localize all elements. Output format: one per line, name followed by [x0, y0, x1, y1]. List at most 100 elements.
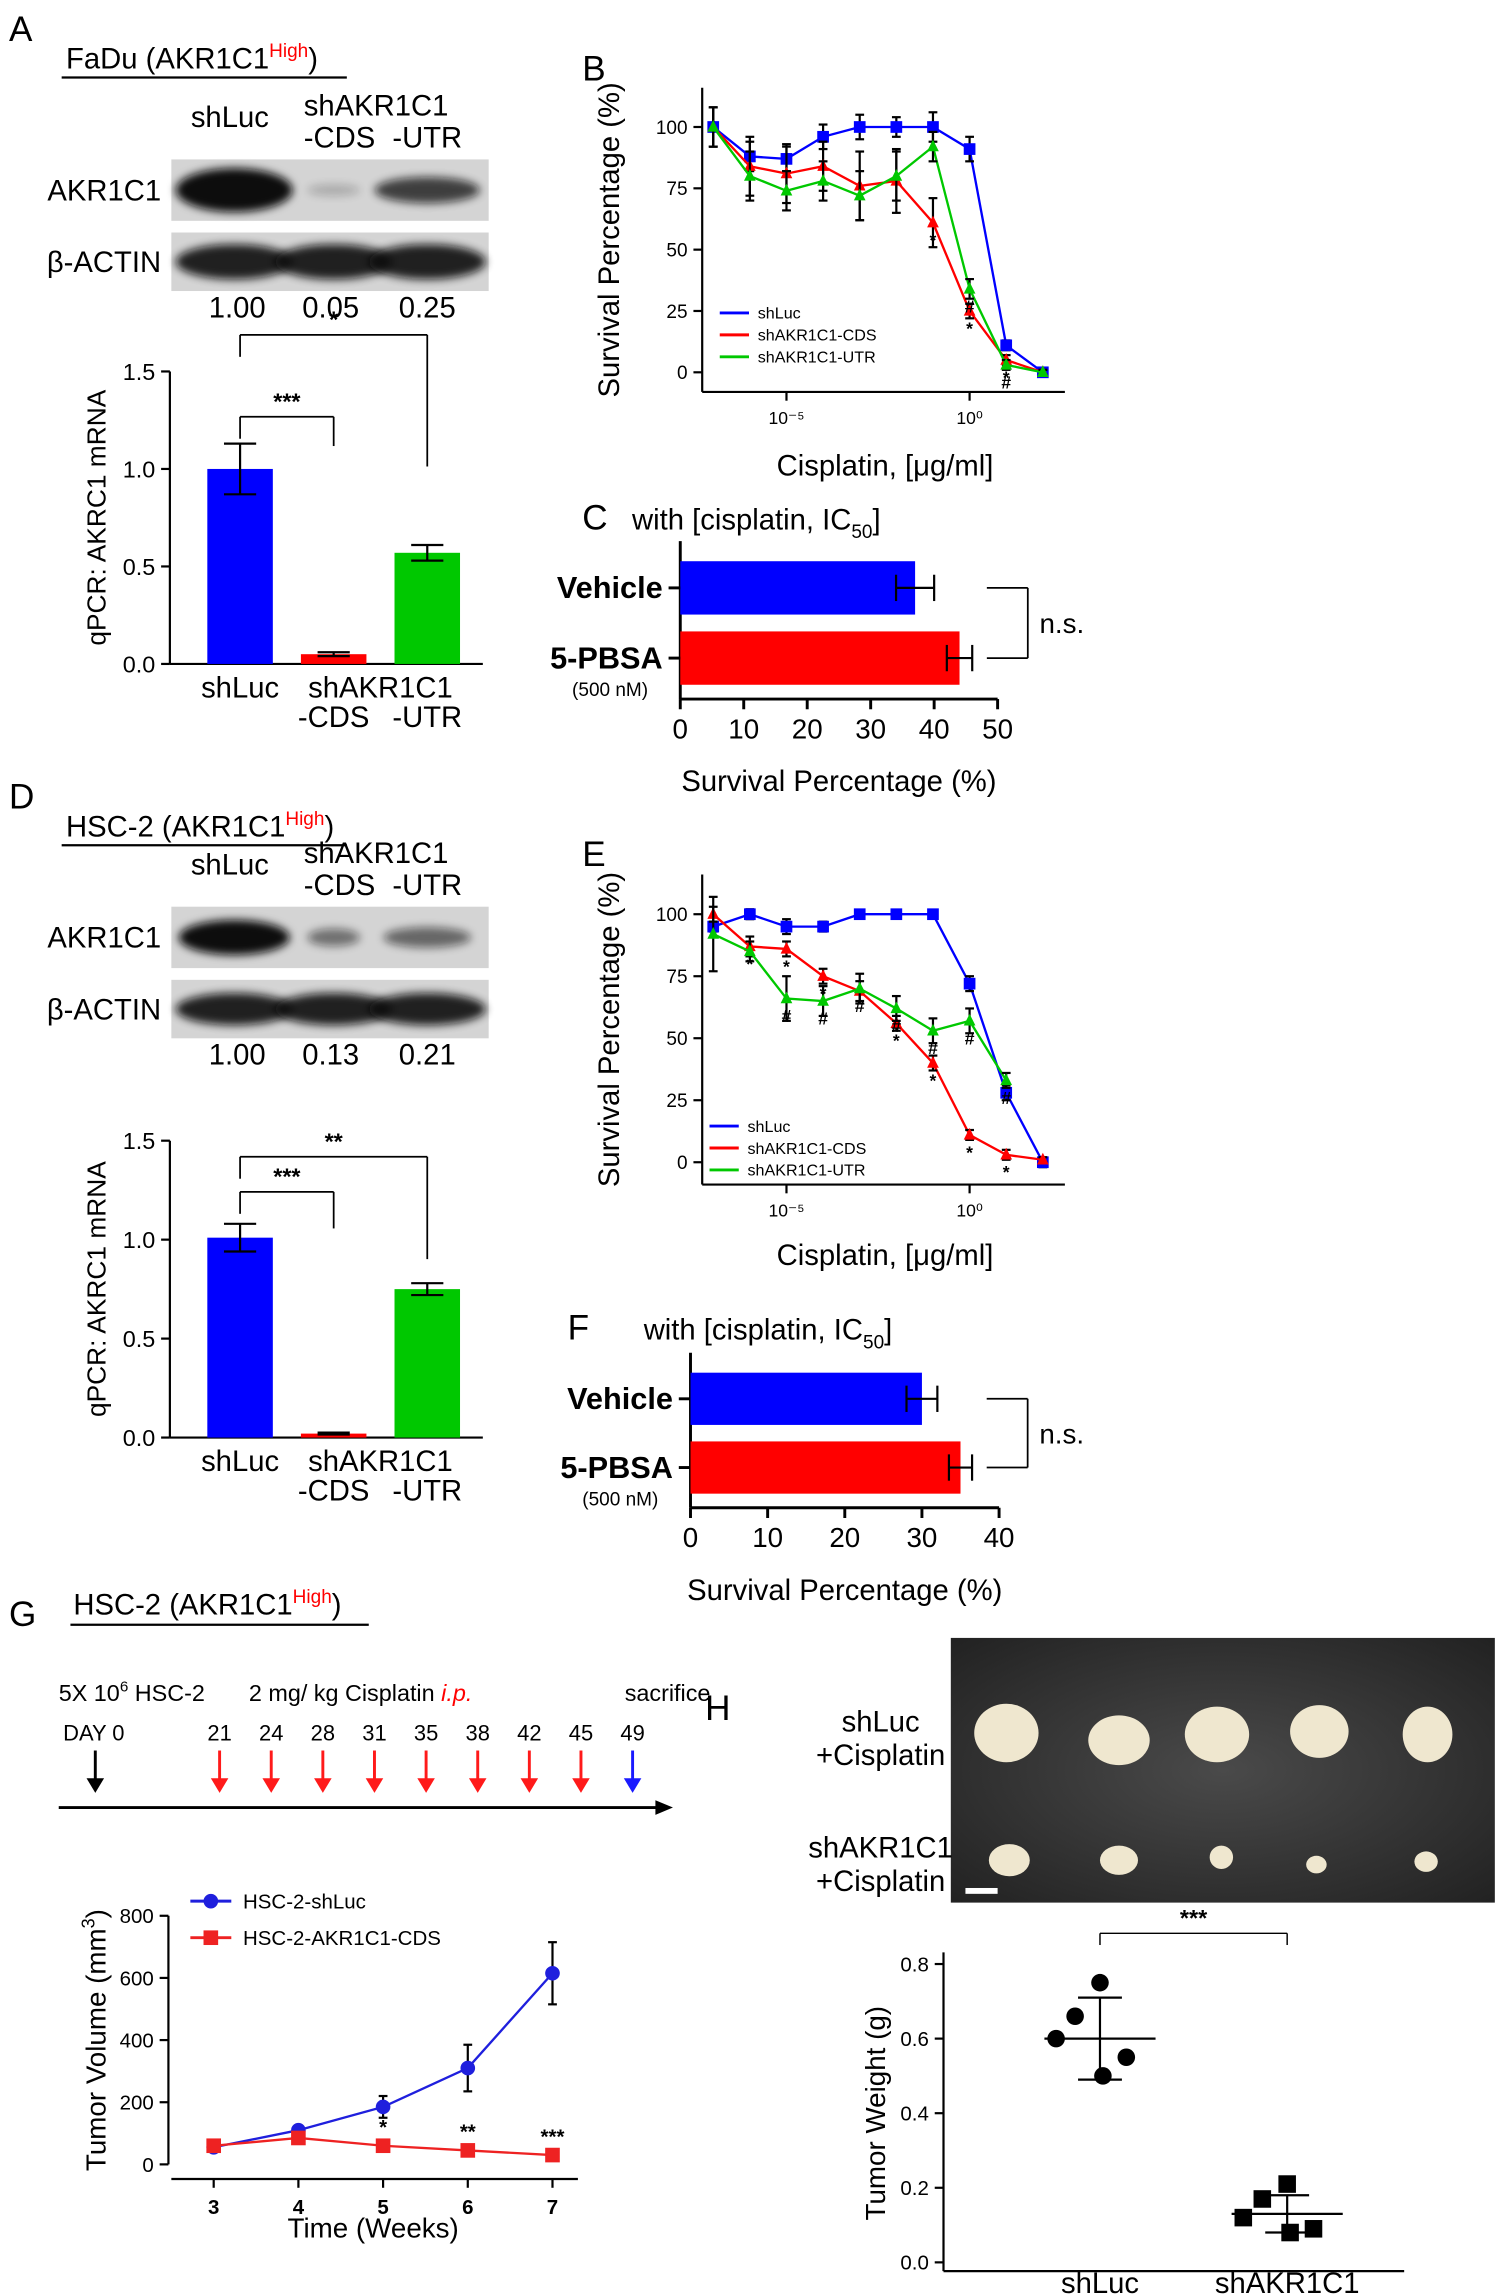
- point: [375, 2099, 391, 2115]
- y-tick-label: 75: [666, 967, 687, 988]
- tumor: [1088, 1715, 1150, 1766]
- point: [927, 1023, 939, 1036]
- significance: ***: [273, 1164, 301, 1190]
- x-tick-label: -CDS: [298, 702, 369, 734]
- bar: [300, 654, 367, 664]
- tumor: [974, 1703, 1039, 1763]
- x-axis-label: Time (Weeks): [288, 2213, 459, 2244]
- panel-heading-part: ): [308, 44, 318, 76]
- x-tick-label: 6: [462, 2196, 473, 2219]
- panel-letter: D: [9, 778, 34, 817]
- quantification: 0.25: [399, 292, 456, 324]
- point: [1000, 1073, 1013, 1086]
- x-tick-label: 5: [377, 2196, 388, 2219]
- tumor: [1306, 1855, 1327, 1874]
- bar: [690, 1372, 922, 1425]
- protein-label: β-ACTIN: [47, 247, 161, 279]
- y-tick-label: 1.0: [123, 456, 156, 482]
- x-tick-label: 10: [728, 714, 759, 745]
- y-axis-label: qPCR: AKRC1 mRNA: [82, 1161, 112, 1417]
- point: [206, 2138, 222, 2154]
- y-tick-label: 100: [656, 905, 688, 926]
- point: [707, 927, 720, 939]
- blot-band: [178, 919, 290, 955]
- y-axis-label: Survival Percentage (%): [594, 82, 626, 397]
- panel-heading: HSC-2 (AKR1C1High): [73, 1587, 341, 1622]
- x-tick-label: shLuc: [201, 673, 279, 705]
- x-tick-label: 10: [752, 1522, 783, 1553]
- annotation: #: [782, 1006, 792, 1026]
- point: [890, 908, 903, 921]
- annotation: *: [379, 2116, 387, 2139]
- day-label: 28: [311, 1720, 335, 1745]
- lane-label: shLuc: [191, 102, 269, 134]
- y-tick-label: 50: [666, 1029, 687, 1050]
- timeline-end: sacrifice: [625, 1680, 711, 1706]
- series-line: [712, 913, 1043, 1161]
- y-tick-label: 1.5: [123, 1128, 156, 1154]
- protein-label: AKR1C1: [47, 923, 161, 955]
- timeline-treatment-part: 2 mg/ kg Cisplatin: [249, 1680, 441, 1706]
- x-tick-label: 10⁻⁵: [768, 408, 804, 428]
- y-tick-label: 0.8: [900, 1953, 928, 1976]
- x-tick-label: 3: [208, 2196, 219, 2219]
- lane-label: shAKR1C1: [304, 838, 449, 870]
- y-tick-label: 0.0: [900, 2252, 928, 2275]
- blot-band: [275, 992, 393, 1026]
- timeline-cells-part: 6: [120, 1678, 128, 1695]
- point: [460, 2060, 476, 2076]
- panel-letter: F: [568, 1309, 589, 1348]
- group-label: shAKR1C1: [808, 1832, 953, 1864]
- point: [1091, 1973, 1109, 1992]
- tumor: [1290, 1705, 1349, 1758]
- legend-label: shAKR1C1-CDS: [748, 1140, 867, 1158]
- y-tick-label: 25: [666, 302, 687, 323]
- scale-bar: [965, 1887, 998, 1894]
- quantification: 0.21: [399, 1040, 456, 1072]
- panel-heading-part: ): [332, 1590, 342, 1622]
- timeline-cells-part: HSC-2: [128, 1680, 205, 1706]
- day-label: 35: [414, 1720, 438, 1745]
- annotation: #: [818, 1008, 828, 1028]
- group-label: +Cisplatin: [816, 1866, 945, 1898]
- y-tick-label: 1.5: [123, 359, 156, 385]
- blot-band: [307, 184, 360, 196]
- y-tick-label: 0.6: [900, 2028, 928, 2051]
- arrow-head: [572, 1778, 590, 1793]
- series-line: [712, 126, 1044, 374]
- day-label: 42: [517, 1720, 541, 1745]
- group-label: +Cisplatin: [816, 1740, 945, 1772]
- point: [1000, 339, 1013, 352]
- chart-title: with [cisplatin, IC50]: [631, 504, 881, 543]
- annotation: *: [966, 318, 973, 338]
- bar: [394, 552, 461, 664]
- arrow-head: [417, 1778, 435, 1793]
- y-axis-label: qPCR: AKRC1 mRNA: [82, 389, 112, 645]
- bar: [680, 631, 960, 685]
- arrow-head: [520, 1778, 539, 1793]
- y-tick-label: 0: [677, 363, 688, 384]
- annotation: *: [746, 954, 753, 974]
- category-group: shAKR1C1: [308, 1446, 453, 1478]
- panel-letter: B: [582, 49, 605, 88]
- tumor: [1209, 1845, 1234, 1869]
- point: [1000, 1086, 1013, 1099]
- point: [963, 1127, 976, 1140]
- y-tick-label: 1.0: [123, 1227, 156, 1253]
- x-tick-label: 30: [906, 1522, 937, 1553]
- point: [927, 1056, 939, 1068]
- quantification: 0.05: [302, 292, 359, 324]
- category-note: (500 nM): [572, 680, 648, 701]
- day-label: 45: [569, 1720, 593, 1745]
- day-label: 24: [259, 1720, 283, 1745]
- panel-heading-part: FaDu (AKR1C1: [66, 44, 269, 76]
- legend-label: shLuc: [758, 305, 801, 323]
- panel-letter: C: [582, 498, 607, 537]
- point: [1253, 2190, 1272, 2208]
- y-tick-label: 0.0: [123, 651, 156, 677]
- y-tick-label: 50: [666, 240, 687, 261]
- day-label: 31: [362, 1720, 386, 1745]
- chart-title-part: 50: [863, 1332, 884, 1353]
- series-line: [712, 125, 1044, 374]
- point: [963, 143, 976, 155]
